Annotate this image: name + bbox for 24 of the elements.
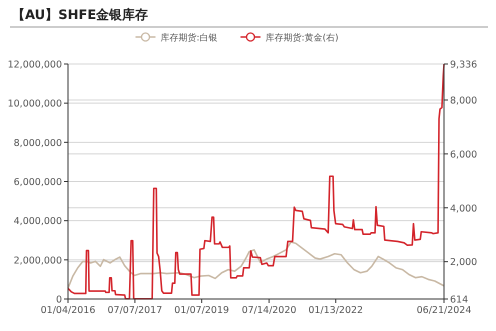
line-series (67, 241, 445, 290)
y2-tick-label: 2,000 (450, 257, 478, 268)
legend-label: 库存期货:黄金(右) (266, 32, 339, 44)
y2-tick-label: 8,000 (450, 95, 478, 106)
legend-label: 库存期货:白银 (160, 32, 218, 44)
line-series (67, 63, 445, 300)
x-tick-label: 01/13/2022 (308, 305, 364, 316)
y2-tick-label: 4,000 (450, 203, 478, 214)
y-tick-label: 0 (56, 294, 62, 306)
y-tick-label: 4,000,000 (14, 216, 62, 228)
y-tick-label: 10,000,000 (8, 98, 62, 110)
x-tick-label: 07/07/2017 (108, 305, 162, 316)
y-tick-label: 2,000,000 (14, 255, 62, 266)
y2-tick-label: 9,336 (450, 60, 478, 70)
y-tick-label: 6,000,000 (14, 177, 62, 188)
chart-title: 【AU】SHFE金银库存 (12, 7, 148, 23)
x-tick-label: 07/14/2020 (242, 305, 296, 316)
x-tick-label: 01/07/2019 (174, 305, 230, 316)
y2-tick-label: 614 (450, 294, 468, 306)
x-tick-label: 06/21/2024 (416, 305, 472, 316)
y-tick-label: 12,000,000 (8, 60, 62, 70)
y2-tick-label: 6,000 (450, 149, 478, 160)
y-tick-label: 8,000,000 (14, 138, 62, 149)
x-tick-label: 01/04/2016 (40, 305, 96, 316)
